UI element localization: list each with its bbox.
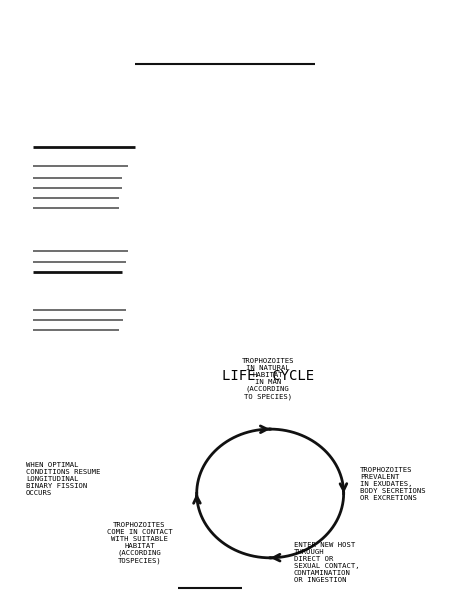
- Text: TROPHOZOITES
IN NATURAL
HABITAT
IN MAN
(ACCORDING
TO SPECIES): TROPHOZOITES IN NATURAL HABITAT IN MAN (…: [242, 357, 294, 400]
- Text: TROPHOZOITES
COME IN CONTACT
WITH SUITABLE
HABITAT
(ACCORDING
TOSPECIES): TROPHOZOITES COME IN CONTACT WITH SUITAB…: [107, 522, 172, 563]
- Text: TROPHOZOITES
PREVALENT
IN EXUDATES,
BODY SECRETIONS
OR EXCRETIONS: TROPHOZOITES PREVALENT IN EXUDATES, BODY…: [360, 467, 426, 501]
- Text: ENTER NEW HOST
THROUGH
DIRECT OR
SEXUAL CONTACT,
CONTAMINATION
OR INGESTION: ENTER NEW HOST THROUGH DIRECT OR SEXUAL …: [294, 543, 359, 583]
- Text: WHEN OPTIMAL
CONDITIONS RESUME
LONGITUDINAL
BINARY FISSION
OCCURS: WHEN OPTIMAL CONDITIONS RESUME LONGITUDI…: [26, 462, 100, 497]
- Text: LIFE  CYCLE: LIFE CYCLE: [222, 369, 314, 383]
